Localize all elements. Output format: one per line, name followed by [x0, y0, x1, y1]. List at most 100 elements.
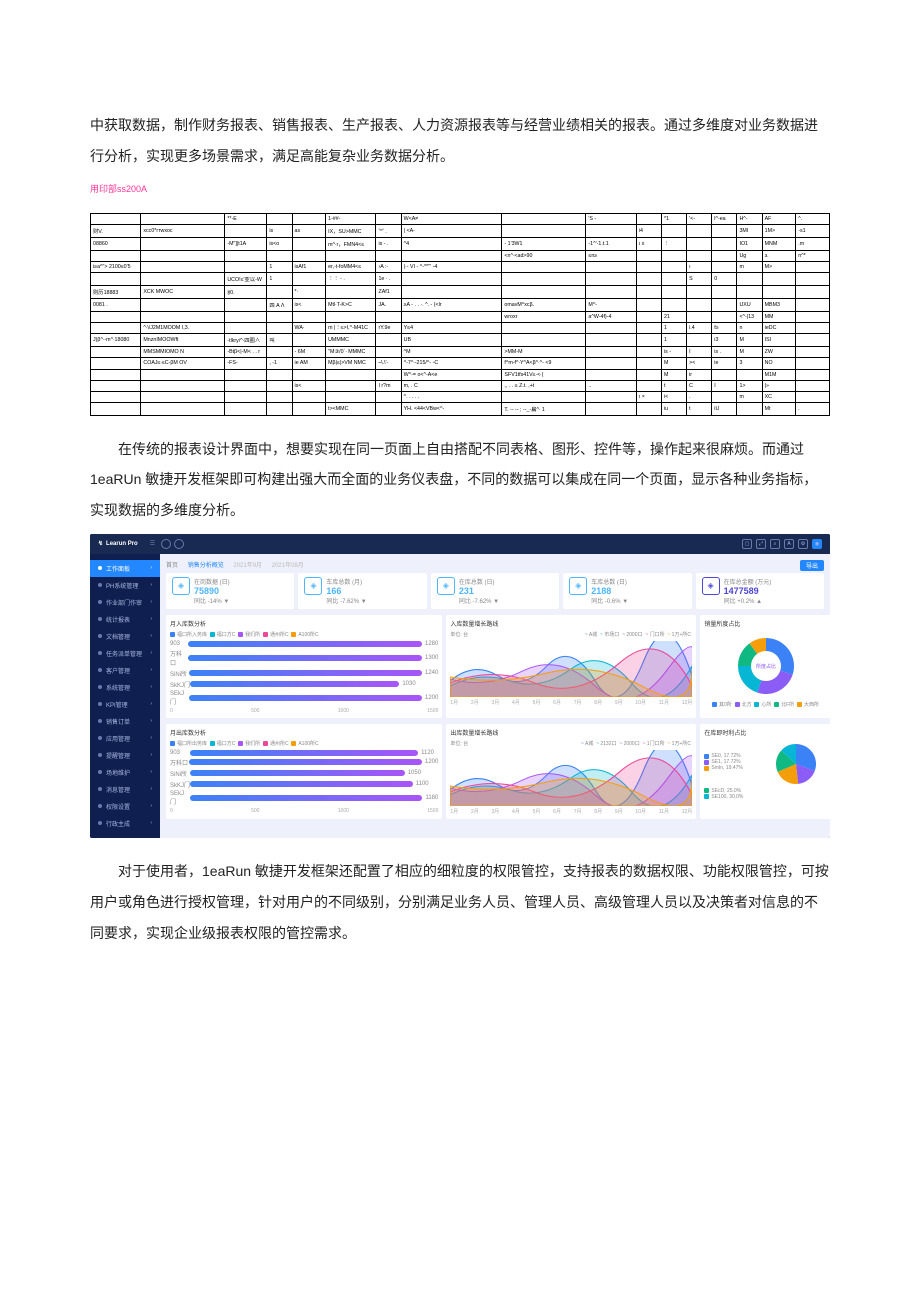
sidebar-item-label: 应用管理 [106, 734, 130, 743]
table-cell [712, 250, 737, 261]
kpi-delta: 同比 -0.6% ▼ [591, 596, 628, 605]
table-cell: UCO!≤'亚以-W [225, 272, 267, 285]
sidebar-item[interactable]: 任务派单管理› [90, 645, 160, 662]
table-cell [796, 380, 830, 391]
dashboard-screenshot: ↯ Learun Pro ☰ ▢ ⤢ ⌕ A ⚙ ◉ 工作面板›PH系统管理›作… [90, 534, 830, 838]
sidebar-item-label: 销售订单 [106, 717, 130, 726]
table-cell: ZW [762, 346, 796, 357]
sidebar-item[interactable]: 统计报表› [90, 611, 160, 628]
top-action-icon[interactable] [161, 539, 171, 549]
table-cell: 'S - [586, 213, 636, 224]
sidebar-item[interactable]: 行政主成› [90, 815, 160, 832]
x-tick: 3月 [491, 808, 499, 815]
sidebar-item-label: 消息管理 [106, 785, 130, 794]
sidebar-item[interactable]: 权限设置› [90, 798, 160, 815]
table-cell: is - . [376, 237, 401, 250]
table-cell [712, 391, 737, 402]
user-avatar-icon[interactable]: ◉ [812, 539, 822, 549]
table-cell [91, 380, 141, 391]
table-cell [586, 391, 636, 402]
crumb-link[interactable]: 销售分析概览 [188, 563, 224, 569]
bar-value: 1180 [425, 795, 438, 801]
crumb-date[interactable]: 2021年9月 [233, 563, 262, 569]
chevron-right-icon: › [150, 633, 152, 639]
kpi-delta: 同比 -14% ▼ [194, 596, 230, 605]
table-cell: з. [762, 250, 796, 261]
sidebar-item[interactable]: 工作面板› [90, 560, 160, 577]
crumb-home[interactable]: 首页 [166, 563, 178, 569]
pink-code: 用印部ss200A [90, 182, 830, 195]
search-icon[interactable]: ⌕ [770, 539, 780, 549]
collapse-icon[interactable]: ☰ [150, 540, 155, 547]
sidebar-item-icon [98, 719, 102, 723]
crumb-date[interactable]: 2021年09月 [272, 563, 304, 569]
table-cell: ,, . . ≤ Z.t. ,+t [502, 380, 586, 391]
table-cell: t [661, 380, 686, 391]
kpi-label: 在库总数 (日) [459, 577, 499, 586]
table-cell [267, 369, 292, 380]
settings-icon[interactable]: ⚙ [798, 539, 808, 549]
table-cell [141, 402, 225, 415]
sidebar-item[interactable]: PH系统管理› [90, 577, 160, 594]
card-title: 在库即时利占比 [704, 728, 828, 737]
chevron-right-icon: › [150, 565, 152, 571]
table-cell: t><MMC [326, 402, 376, 415]
sidebar-item[interactable]: 文档管理› [90, 628, 160, 645]
table-cell: MBM3 [762, 298, 796, 311]
table-cell [225, 311, 267, 322]
table-cell [225, 261, 267, 272]
bar-label: SiNi所 [170, 769, 190, 778]
bar-fill [189, 670, 422, 676]
table-cell [326, 250, 376, 261]
chevron-right-icon: › [150, 769, 152, 775]
sidebar-item[interactable]: KPI管理› [90, 696, 160, 713]
notification-icon[interactable]: ▢ [742, 539, 752, 549]
sidebar-item[interactable]: 销售订单› [90, 713, 160, 730]
sidebar-item[interactable]: 客户管理› [90, 662, 160, 679]
table-cell [712, 298, 737, 311]
table-cell [267, 311, 292, 322]
table-cell [141, 213, 225, 224]
sidebar-item-icon [98, 600, 102, 604]
sidebar-item[interactable]: 应用管理› [90, 730, 160, 747]
table-cell [636, 322, 661, 333]
table-cell: rY.9e [376, 322, 401, 333]
sidebar-item-icon [98, 634, 102, 638]
sidebar-item[interactable]: 消息管理› [90, 781, 160, 798]
table-cell: ⋮⋮ - . [326, 272, 376, 285]
chevron-right-icon: › [150, 752, 152, 758]
sidebar-item-icon [98, 668, 102, 672]
fullscreen-icon[interactable]: ⤢ [756, 539, 766, 549]
sidebar-item-icon [98, 617, 102, 621]
chevron-right-icon: › [150, 667, 152, 673]
export-button[interactable]: 导出 [800, 560, 824, 571]
table-cell: UB [401, 333, 502, 346]
bar-row: 万科口1300 [170, 649, 438, 667]
sidebar-item-icon [98, 651, 102, 655]
sidebar-item[interactable]: 系统管理› [90, 679, 160, 696]
table-cell: 1-##- [326, 213, 376, 224]
table-cell: ^. . . . . [401, 391, 502, 402]
paragraph-3: 对于使用者，1eaRun 敏捷开发框架还配置了相应的细粒度的权限管控，支持报表的… [90, 856, 830, 948]
table-cell: MM [762, 311, 796, 322]
top-action-icon[interactable] [174, 539, 184, 549]
table-cell: M [737, 346, 762, 357]
sidebar-item[interactable]: 作业部门作审› [90, 594, 160, 611]
table-cell [91, 346, 141, 357]
table-cell [687, 311, 712, 322]
table-cell [502, 285, 586, 298]
table-cell: isAf1 [292, 261, 326, 272]
table-cell: 1 [661, 333, 686, 346]
table-cell: M [661, 357, 686, 369]
sidebar-item[interactable]: 场地维护› [90, 764, 160, 781]
table-cell [636, 272, 661, 285]
font-size-icon[interactable]: A [784, 539, 794, 549]
sidebar-item[interactable]: 提醒管理› [90, 747, 160, 764]
table-cell [586, 322, 636, 333]
table-cell: xcc0*rтwxoc [141, 224, 225, 237]
table-cell: ≥A - . . ·. ^. - (<lr [401, 298, 502, 311]
table-cell: YH. <44<VBw<^- [401, 402, 502, 415]
table-cell [661, 298, 686, 311]
logo: ↯ Learun Pro [98, 540, 138, 547]
wave-sub: 单位: 台 [450, 631, 468, 638]
